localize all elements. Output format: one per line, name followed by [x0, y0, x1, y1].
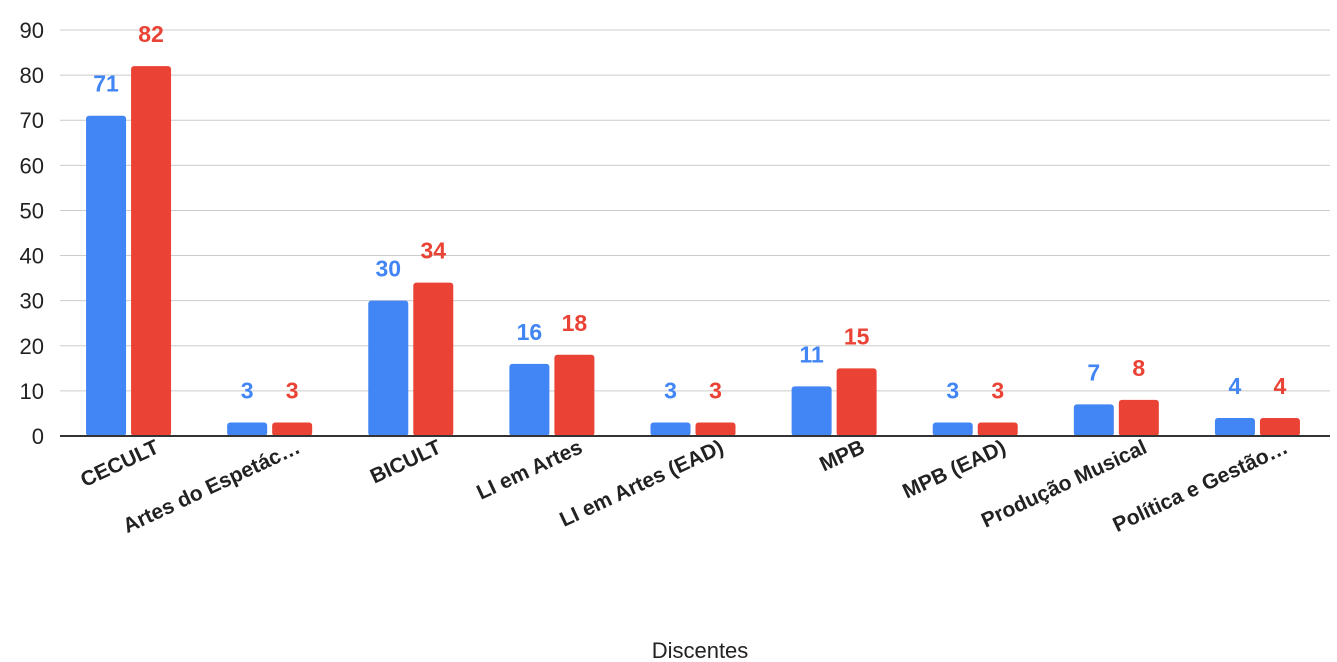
bar — [554, 354, 595, 436]
bar — [977, 422, 1018, 436]
y-tick-label: 60 — [20, 153, 44, 178]
data-label: 3 — [991, 377, 1004, 403]
bar — [695, 422, 736, 436]
category-label: MPB (EAD) — [899, 436, 1009, 504]
bar — [1073, 404, 1114, 436]
data-label: 3 — [241, 377, 254, 403]
bar — [1118, 399, 1159, 436]
data-label: 11 — [799, 341, 824, 367]
y-tick-label: 40 — [20, 244, 44, 269]
bar — [131, 66, 172, 436]
bar — [368, 300, 409, 436]
bar — [650, 422, 691, 436]
gridlines — [60, 29, 1330, 392]
data-label: 82 — [138, 21, 164, 47]
bar — [791, 386, 832, 436]
data-label: 34 — [420, 238, 446, 264]
y-tick-label: 20 — [20, 334, 44, 359]
bar — [86, 115, 127, 436]
data-label: 18 — [562, 310, 588, 336]
bar — [1259, 417, 1300, 436]
bar — [272, 422, 313, 436]
bar — [836, 368, 877, 436]
y-tick-label: 30 — [20, 289, 44, 314]
data-label: 15 — [844, 323, 870, 349]
bar — [413, 282, 454, 436]
category-label: MPB — [816, 436, 868, 477]
data-label: 30 — [375, 256, 401, 282]
x-axis-title: Discentes — [652, 638, 749, 662]
bar — [932, 422, 973, 436]
y-tick-label: 70 — [20, 108, 44, 133]
y-tick-label: 0 — [32, 424, 44, 449]
y-tick-label: 80 — [20, 63, 44, 88]
data-label: 3 — [286, 377, 299, 403]
bars — [86, 66, 1300, 436]
data-label: 3 — [664, 377, 677, 403]
category-label: CECULT — [77, 436, 163, 492]
y-axis-ticks: 0 10 20 30 40 50 60 70 80 90 — [20, 18, 44, 449]
y-tick-label: 10 — [20, 379, 44, 404]
category-label: BICULT — [367, 436, 445, 489]
y-tick-label: 90 — [20, 18, 44, 43]
data-label: 7 — [1087, 359, 1100, 385]
value-labels: 71 82 3 3 30 34 16 18 3 3 11 15 3 3 7 8 4 4 — [93, 21, 1286, 403]
data-label: 3 — [709, 377, 722, 403]
bar — [509, 363, 550, 436]
category-label: LI em Artes — [473, 436, 586, 505]
data-label: 3 — [946, 377, 959, 403]
bar — [227, 422, 268, 436]
y-tick-label: 50 — [20, 198, 44, 223]
data-label: 8 — [1132, 355, 1145, 381]
data-label: 4 — [1274, 373, 1287, 399]
bar — [1214, 417, 1255, 436]
data-label: 16 — [517, 319, 543, 345]
data-label: 4 — [1229, 373, 1242, 399]
data-label: 71 — [93, 71, 119, 97]
